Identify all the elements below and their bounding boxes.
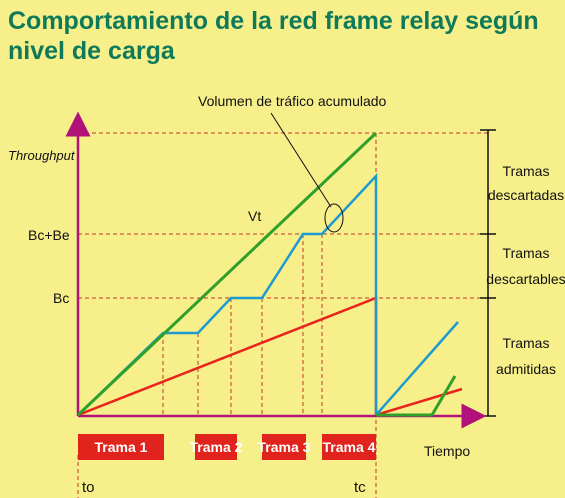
- callout-circle: [324, 203, 344, 233]
- trama-1-label: Trama 1: [95, 439, 148, 455]
- zone-descartadas-line2: descartadas: [488, 187, 564, 203]
- title-line-2: nivel de carga: [8, 37, 175, 65]
- y-axis-label: Throughput: [8, 148, 76, 163]
- trama-4: Trama 4: [322, 434, 376, 460]
- trama-3-label: Trama 3: [258, 439, 311, 455]
- callout-pointer: [270, 112, 332, 208]
- throughput-line: [77, 172, 378, 416]
- bc-label: Bc: [53, 290, 69, 306]
- zone-admitidas-line2: admitidas: [496, 361, 556, 377]
- zone-descartables-line1: Tramas: [503, 245, 550, 261]
- title-line-1: Comportamiento de la red frame relay seg…: [8, 7, 539, 35]
- trama-4-label: Trama 4: [323, 439, 376, 455]
- trama-2-label: Trama 2: [190, 439, 243, 455]
- bc-be-label: Bc+Be: [28, 227, 70, 243]
- callout-label: Volumen de tráfico acumulado: [198, 93, 387, 109]
- trama-3: Trama 3: [258, 434, 311, 460]
- trama-4-box: [322, 434, 376, 460]
- trama-2-box: [195, 434, 237, 460]
- tc-label: tc: [354, 479, 366, 496]
- cumulative-line: [76, 131, 378, 417]
- diagram-title: Comportamiento de la red frame relay seg…: [8, 6, 548, 66]
- red-line-main: [77, 296, 378, 417]
- x-axis-label: Tiempo: [424, 443, 470, 459]
- zone-descartadas-line1: Tramas: [503, 163, 550, 179]
- red-line-restart: [375, 387, 463, 417]
- trama-3-box: [262, 434, 306, 460]
- cumulative-line-restart: [376, 375, 457, 417]
- trama-2: Trama 2: [190, 434, 243, 460]
- trama-1-box: [78, 434, 164, 460]
- zone-admitidas-line1: Tramas: [503, 335, 550, 351]
- to-label: to: [82, 479, 95, 496]
- vt-label: Vt: [248, 208, 261, 224]
- throughput-line-restart: [375, 321, 459, 416]
- trama-1: Trama 1: [78, 434, 164, 460]
- zone-descartables-line2: descartables: [486, 271, 565, 287]
